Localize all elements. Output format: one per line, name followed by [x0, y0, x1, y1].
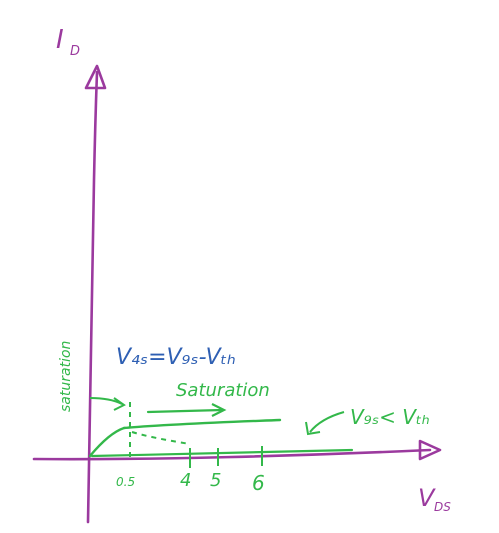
y-axis-arrowhead	[84, 64, 107, 90]
saturation-flat-curve	[122, 418, 282, 430]
saturation-arrowhead	[211, 403, 227, 417]
cutoff-condition: V₉ₛ< Vₜₕ	[350, 405, 430, 429]
x-axis-label: V	[418, 484, 436, 512]
tick-label-6: 6	[252, 471, 265, 495]
tick-label-4: 4	[180, 470, 191, 491]
cutoff-pointer	[309, 411, 345, 433]
saturation-vertical-label: saturation	[58, 341, 74, 412]
saturation-vertical-arrowhead	[113, 397, 126, 411]
tick-label-0.5: 0.5	[116, 475, 135, 489]
y-axis-label: I	[56, 25, 64, 55]
x-axis-label-sub: DS	[434, 500, 451, 514]
tick-label-5: 5	[210, 470, 221, 491]
saturation-label: Saturation	[176, 380, 270, 401]
saturation-arrow	[146, 408, 224, 414]
triode-rise-curve	[88, 426, 126, 458]
cutoff-line	[90, 448, 354, 458]
cutoff-pointer-head	[305, 421, 321, 436]
y-axis-label-sub: D	[70, 44, 80, 59]
y-axis	[86, 70, 99, 524]
x-axis-arrowhead	[418, 439, 442, 461]
dashed-inner-curve	[131, 431, 191, 445]
boundary-equation: V₄ₛ=V₉ₛ-Vₜₕ	[116, 345, 236, 370]
x-axis	[32, 448, 432, 461]
